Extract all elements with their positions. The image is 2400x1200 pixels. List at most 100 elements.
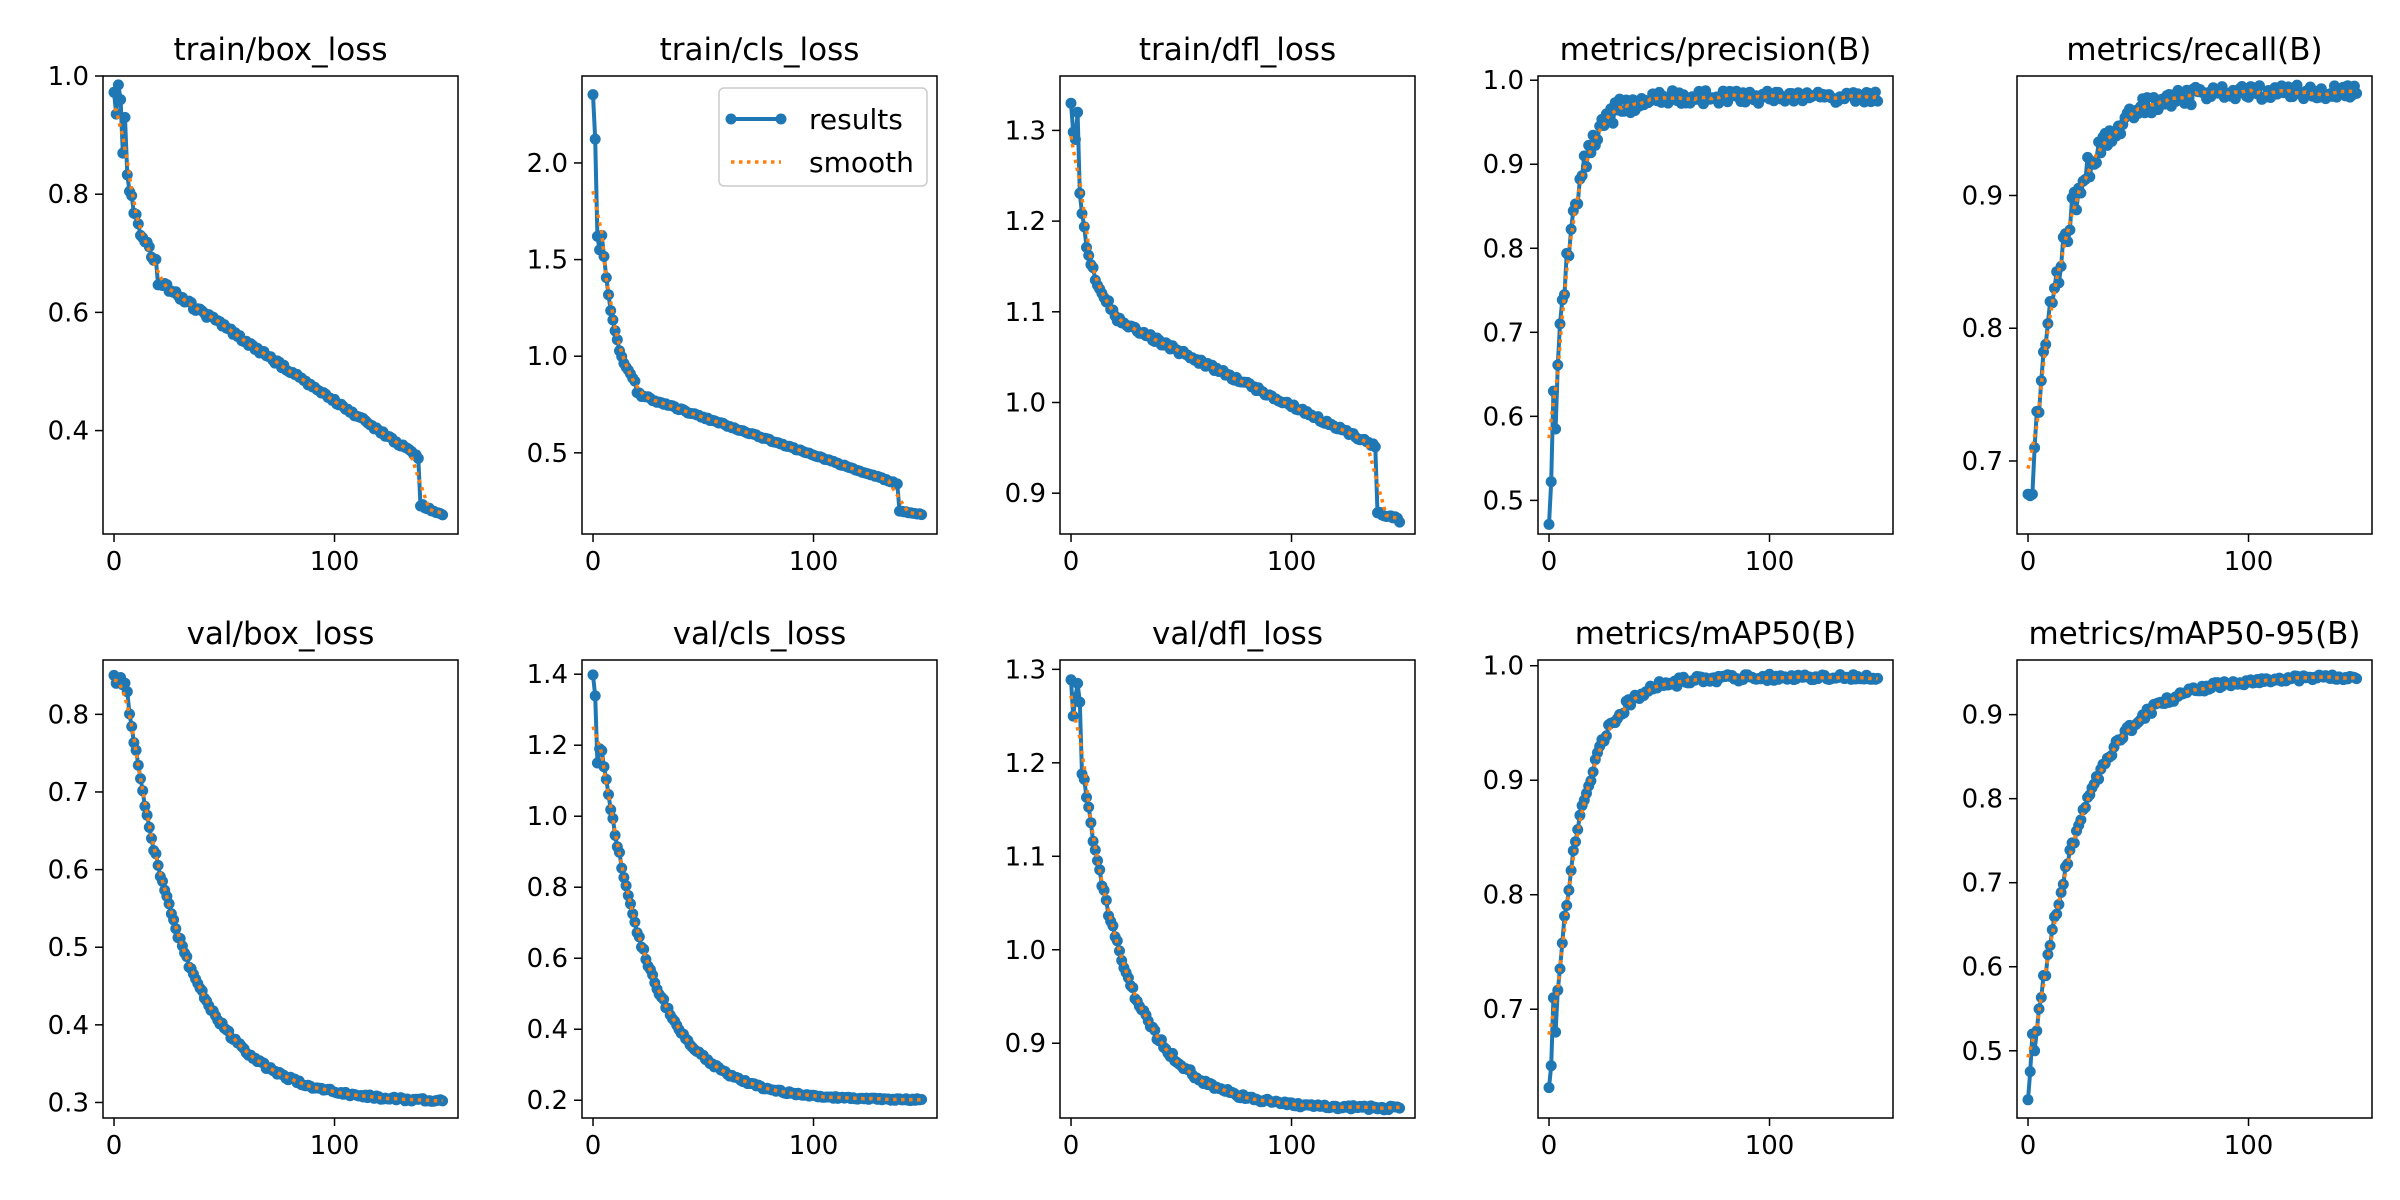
x-tick-label: 100 [310, 1131, 360, 1161]
results-point [1100, 894, 1112, 906]
y-tick-label: 0.9 [1483, 150, 1524, 180]
smooth-line [1547, 92, 1879, 439]
results-point [1092, 855, 1103, 867]
results-point [1089, 844, 1101, 856]
results-point [916, 1094, 928, 1105]
results-point [1114, 945, 1125, 957]
results-point [1607, 117, 1619, 129]
results-point [143, 241, 155, 253]
chart-panel-2: train/cls_loss 0 100 0.5 1.0 1.5 2.0 results smo… [527, 32, 938, 577]
series-results [1065, 97, 1406, 528]
chart-title: train/cls_loss [660, 32, 860, 68]
y-tick-label: 0.8 [1962, 314, 2003, 344]
y-tick-label: 0.5 [48, 933, 89, 963]
y-tick-label: 1.1 [1005, 842, 1046, 872]
smooth-line [2026, 88, 2358, 470]
y-tick-label: 0.7 [1483, 318, 1524, 348]
results-point [633, 931, 645, 943]
series-results [2022, 79, 2363, 502]
results-point [607, 813, 619, 824]
results-point [916, 509, 928, 521]
chart-panel-6: val/box_loss 0 100 0.3 0.4 0.5 0.6 0.7 0.8 [48, 616, 459, 1161]
x-tick-label: 100 [2224, 547, 2274, 577]
y-tick-label: 0.7 [1962, 869, 2003, 899]
y-tick-label: 0.7 [48, 778, 89, 808]
plot-frame [581, 659, 938, 1119]
plot-frame [102, 659, 459, 1119]
results-point [891, 478, 903, 490]
results-point [1563, 250, 1575, 262]
results-point [589, 690, 601, 702]
series-results [108, 79, 449, 521]
results-point [1565, 865, 1577, 876]
plot-frame [2016, 75, 2373, 535]
results-point [141, 809, 153, 821]
smooth-line [1069, 135, 1400, 520]
results-point [1545, 1060, 1557, 1072]
y-tick-label: 0.8 [527, 873, 568, 903]
chart-panel-10: metrics/mAP50-95(B) 0 100 0.5 0.6 0.7 0.8 0.9 [1962, 616, 2373, 1161]
results-point [2254, 80, 2265, 92]
results-point [629, 375, 641, 387]
results-line [112, 82, 444, 517]
results-point [2046, 297, 2058, 309]
results-point [119, 111, 131, 123]
results-line [1069, 103, 1402, 524]
y-tick-label: 1.0 [1483, 66, 1524, 96]
y-tick-label: 0.7 [1483, 995, 1524, 1025]
y-tick-label: 0.5 [1962, 1037, 2003, 1067]
smooth-line [1069, 695, 1400, 1110]
x-tick-label: 100 [310, 547, 360, 577]
chart-title: metrics/mAP50(B) [1575, 616, 1856, 652]
results-point [587, 89, 599, 101]
results-point [2031, 1025, 2043, 1037]
y-tick-label: 0.8 [1483, 881, 1524, 911]
y-tick-label: 2.0 [527, 149, 568, 179]
results-point [1087, 262, 1099, 274]
results-point [1550, 1026, 1562, 1038]
chart-panel-8: val/dfl_loss 0 100 0.9 1.0 1.1 1.2 1.3 [1005, 616, 1416, 1161]
chart-title: train/dfl_loss [1139, 32, 1336, 68]
series-results [1065, 674, 1406, 1116]
results-point [625, 898, 636, 910]
y-tick-label: 1.0 [527, 342, 568, 372]
y-tick-label: 1.2 [527, 731, 568, 761]
results-point [2185, 99, 2197, 111]
plot-frame [581, 75, 938, 535]
results-point [1072, 677, 1084, 689]
y-tick-label: 0.3 [48, 1088, 89, 1118]
results-point [1545, 476, 1557, 488]
chart-title: metrics/precision(B) [1560, 32, 1872, 68]
smooth-line [591, 726, 922, 1102]
plot-frame [1059, 75, 1416, 535]
chart-panel-5: metrics/recall(B) 0 100 0.7 0.8 0.9 [1962, 32, 2373, 577]
results-point [1394, 516, 1406, 528]
results-point [112, 79, 124, 91]
x-tick-label: 0 [106, 1131, 123, 1161]
results-line [2026, 673, 2358, 1100]
legend-label-smooth: smooth [809, 146, 914, 179]
chart-panel-7: val/cls_loss 0 100 0.2 0.4 0.6 0.8 1.0 1.2 1.4 [527, 616, 938, 1161]
series-results [1543, 85, 1884, 530]
smooth-line [113, 107, 443, 515]
chart-title: val/cls_loss [673, 616, 847, 652]
results-point [1072, 106, 1084, 118]
chart-title: val/box_loss [187, 616, 375, 652]
y-tick-label: 0.9 [1962, 181, 2003, 211]
results-point [2351, 87, 2363, 99]
results-point [596, 229, 608, 241]
results-point [1556, 937, 1568, 949]
results-point [130, 744, 142, 756]
y-tick-label: 1.0 [1483, 652, 1524, 682]
results-point [1543, 518, 1555, 530]
results-point [1074, 696, 1086, 708]
results-point [1618, 707, 1630, 719]
series-results [587, 669, 928, 1107]
x-tick-label: 0 [585, 1131, 602, 1161]
results-point [2146, 707, 2157, 719]
smooth-line [2026, 674, 2357, 1058]
y-tick-label: 0.6 [1962, 953, 2003, 983]
results-point [1550, 423, 1562, 435]
x-tick-label: 100 [1745, 547, 1795, 577]
chart-panel-4: metrics/precision(B) 0 100 0.5 0.6 0.7 0.8 0.9 1… [1483, 32, 1894, 577]
